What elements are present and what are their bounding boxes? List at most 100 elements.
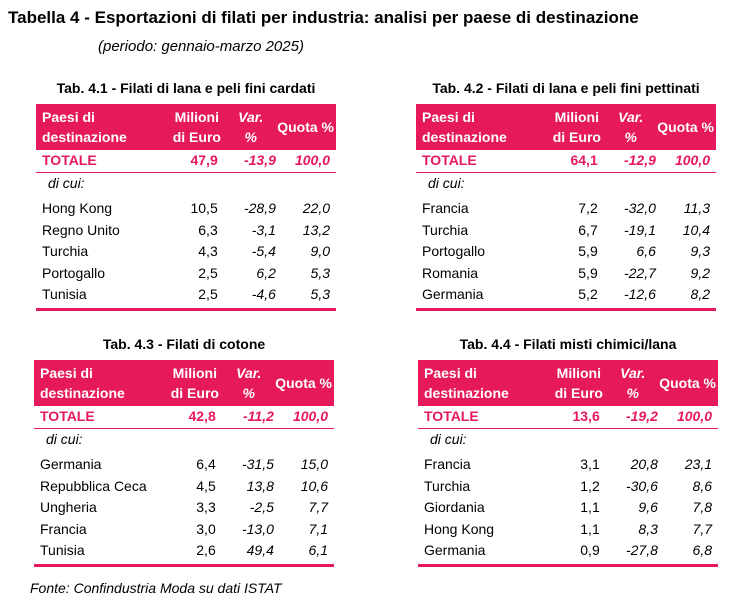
- total-label: TOTALE: [422, 152, 477, 168]
- country-cell: Regno Unito: [42, 221, 120, 238]
- value-cell: 6,3: [198, 221, 218, 238]
- value-cell: 5,2: [578, 286, 598, 302]
- country-cell: Germania: [40, 456, 102, 472]
- value-cell: 10,5: [190, 200, 218, 216]
- country-cell: Tunisia: [42, 286, 87, 302]
- bottom-rule: [416, 307, 716, 311]
- country-cell: Turchia: [424, 477, 471, 494]
- var-cell: -2,5: [249, 499, 274, 515]
- var-cell: -12,6: [623, 286, 656, 302]
- header-quota: Quota %: [657, 119, 714, 135]
- country-cell: Giordania: [424, 499, 485, 515]
- var-cell: -19,1: [623, 221, 656, 238]
- bottom-rule: [418, 563, 718, 567]
- bottom-rule: [36, 307, 336, 311]
- value-cell: 2,5: [198, 286, 218, 302]
- quota-cell: 8,2: [690, 286, 711, 302]
- total-value: 42,8: [188, 408, 216, 424]
- value-cell: 2,5: [198, 264, 218, 281]
- quota-cell: 8,6: [692, 477, 713, 494]
- quota-cell: 13,2: [302, 221, 331, 238]
- value-cell: 1,1: [580, 499, 600, 515]
- value-cell: 4,5: [196, 477, 216, 494]
- var-cell: 13,8: [246, 477, 274, 494]
- quota-cell: 10,4: [682, 221, 711, 238]
- header-var: Var.%: [236, 365, 262, 401]
- header-quota: Quota %: [659, 375, 716, 391]
- header-quota: Quota %: [275, 375, 332, 391]
- total-label: TOTALE: [40, 408, 95, 424]
- table-row: Hong Kong 10,5 -28,9 22,0: [36, 198, 336, 220]
- table-row: Repubblica Ceca 4,5 13,8 10,6: [34, 476, 334, 498]
- quota-cell: 7,8: [692, 499, 713, 515]
- table-row: Francia 7,2 -32,0 11,3: [416, 198, 716, 220]
- dicui-label: di cui:: [428, 174, 465, 191]
- country-cell: Francia: [40, 520, 87, 537]
- header-value: Milioni di Euro: [172, 109, 221, 145]
- period-subtitle: (periodo: gennaio-marzo 2025): [98, 38, 304, 55]
- quota-cell: 9,2: [690, 264, 711, 281]
- var-cell: -3,1: [251, 221, 276, 238]
- var-cell: -4,6: [251, 286, 276, 302]
- value-cell: 7,2: [578, 200, 598, 216]
- value-cell: 5,9: [578, 264, 598, 281]
- quota-cell: 7,1: [308, 520, 329, 537]
- country-cell: Tunisia: [40, 542, 85, 558]
- header-var: Var.%: [618, 109, 644, 145]
- value-cell: 2,6: [196, 542, 216, 558]
- value-cell: 5,9: [578, 243, 598, 259]
- table-row: Germania 6,4 -31,5 15,0: [34, 454, 334, 476]
- quota-cell: 15,0: [300, 456, 329, 472]
- country-cell: Germania: [422, 286, 484, 302]
- header-value: Milioni di Euro: [554, 365, 603, 401]
- table-row: Romania 5,9 -22,7 9,2: [416, 263, 716, 285]
- header-country: Paesi di destinazione: [422, 109, 507, 145]
- quota-cell: 7,7: [692, 520, 713, 537]
- header-quota: Quota %: [277, 119, 334, 135]
- table-row: Tunisia 2,5 -4,6 5,3: [36, 284, 336, 306]
- total-label: TOTALE: [42, 152, 97, 168]
- table-row: Francia 3,0 -13,0 7,1: [34, 519, 334, 541]
- dicui-label: di cui:: [430, 430, 467, 447]
- var-cell: 6,2: [256, 264, 276, 281]
- country-cell: Turchia: [422, 221, 469, 238]
- quota-cell: 23,1: [684, 456, 713, 472]
- table-row: Tunisia 2,6 49,4 6,1: [34, 540, 334, 562]
- header-var: Var.%: [620, 365, 646, 401]
- header-var: Var.%: [238, 109, 264, 145]
- dicui-label: di cui:: [48, 174, 85, 191]
- table-row: Ungheria 3,3 -2,5 7,7: [34, 497, 334, 519]
- var-cell: -30,6: [625, 477, 658, 494]
- table-row: Portogallo 2,5 6,2 5,3: [36, 263, 336, 285]
- var-cell: -27,8: [625, 542, 658, 558]
- dicui-label: di cui:: [46, 430, 83, 447]
- quota-cell: 5,3: [310, 286, 331, 302]
- quota-cell: 7,7: [308, 499, 329, 515]
- value-cell: 4,3: [198, 243, 218, 259]
- total-row: TOTALE 64,1 -12,9 100,0: [416, 150, 716, 173]
- quota-cell: 6,1: [308, 542, 329, 558]
- country-cell: Portogallo: [422, 243, 486, 259]
- value-cell: 0,9: [580, 542, 600, 558]
- var-cell: 6,6: [636, 243, 656, 259]
- page-title: Tabella 4 - Esportazioni di filati per i…: [8, 8, 639, 27]
- header-value: Milioni di Euro: [170, 365, 219, 401]
- var-cell: 49,4: [246, 542, 274, 558]
- var-cell: 9,6: [638, 499, 658, 515]
- table-4-4: Tab. 4.4 - Filati misti chimici/lana Paes…: [418, 334, 718, 567]
- total-label: TOTALE: [424, 408, 479, 424]
- total-row: TOTALE 42,8 -11,2 100,0: [34, 406, 334, 429]
- country-cell: Francia: [424, 456, 471, 472]
- header-value: Milioni di Euro: [552, 109, 601, 145]
- table-row: Turchia 6,7 -19,1 10,4: [416, 220, 716, 242]
- header-country: Paesi di destinazione: [42, 109, 127, 145]
- var-cell: -28,9: [243, 200, 276, 216]
- quota-cell: 5,3: [310, 264, 331, 281]
- source-note: Fonte: Confindustria Moda su dati ISTAT: [30, 580, 282, 596]
- value-cell: 6,7: [578, 221, 598, 238]
- var-cell: -5,4: [251, 243, 276, 259]
- total-quota: 100,0: [676, 408, 713, 424]
- table-row: Portogallo 5,9 6,6 9,3: [416, 241, 716, 263]
- table-row: Giordania 1,1 9,6 7,8: [418, 497, 718, 519]
- total-quota: 100,0: [292, 408, 329, 424]
